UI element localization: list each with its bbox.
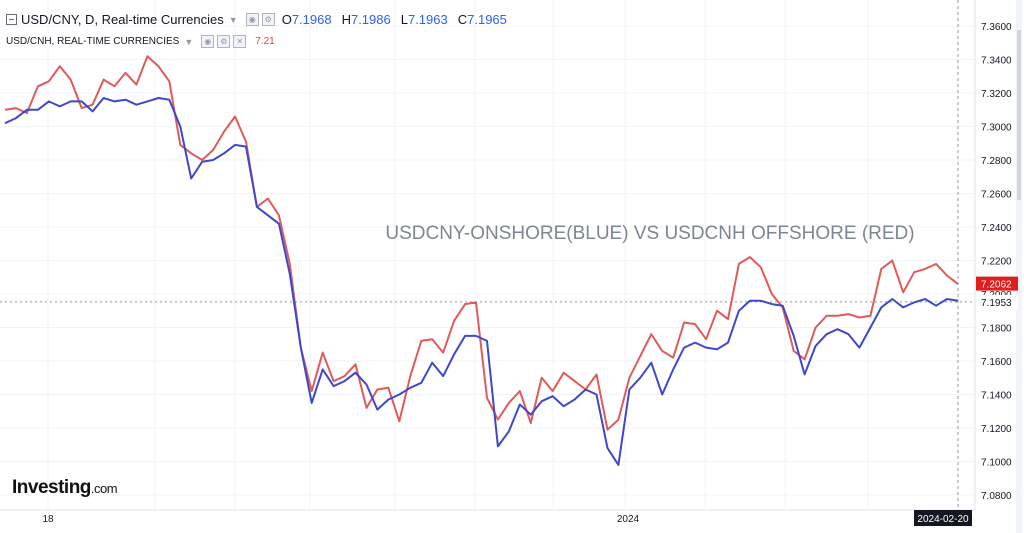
- brand-name: Investing: [12, 477, 91, 498]
- compare-symbol-title[interactable]: USD/CNH, REAL-TIME CURRENCIES: [6, 36, 180, 47]
- visibility-icon[interactable]: ◉: [245, 13, 259, 26]
- symbol-title[interactable]: USD/CNY, D, Real-time Currencies: [21, 12, 224, 27]
- close-value: 7.1965: [467, 12, 507, 27]
- price-tag-box: [976, 294, 1018, 309]
- price-tick-label: 7.0800: [981, 491, 1012, 502]
- high-label: H: [341, 12, 351, 27]
- price-tick-label: 7.1600: [981, 357, 1012, 368]
- price-tag-box: [976, 276, 1018, 291]
- visibility-icon[interactable]: ◉: [201, 35, 215, 48]
- legend-main: USD/CNY, D, Real-time Currencies ▼ ◉ ⚙ O…: [6, 12, 513, 27]
- legend-compare: USD/CNH, REAL-TIME CURRENCIES ▼ ◉ ⚙ ✕ 7.…: [6, 35, 275, 48]
- price-tag-label: 7.1953: [981, 298, 1012, 309]
- price-tick-label: 7.3000: [981, 123, 1012, 134]
- time-tick-label: 18: [42, 514, 54, 525]
- price-tick-label: 7.1400: [981, 391, 1012, 402]
- open-label: O: [281, 12, 292, 27]
- chart-grid: [0, 0, 975, 510]
- price-tick-label: 7.1800: [981, 324, 1012, 335]
- price-tick-label: 7.2800: [981, 156, 1012, 167]
- time-tick-label: 2024: [617, 514, 640, 525]
- time-axis: [0, 510, 975, 533]
- chevron-down-icon[interactable]: ▼: [184, 36, 194, 47]
- price-tick-label: 7.2200: [981, 257, 1012, 268]
- low-value: 7.1963: [407, 12, 448, 27]
- low-label: L: [400, 12, 408, 27]
- price-tick-label: 7.2600: [981, 190, 1012, 201]
- price-tick-label: 7.1000: [981, 458, 1012, 469]
- price-tick-label: 7.2400: [981, 223, 1012, 234]
- brand-suffix: .com: [90, 481, 118, 496]
- settings-icon[interactable]: ⚙: [261, 13, 275, 26]
- chevron-down-icon[interactable]: ▼: [228, 14, 238, 25]
- time-scale-labels: 18 2024 2024-02-20: [42, 510, 972, 526]
- crosshair-date-box: [914, 510, 972, 526]
- chart-title: USDCNY-ONSHORE(BLUE) VS USDCNH OFFSHORE …: [385, 223, 914, 244]
- settings-icon[interactable]: ⚙: [217, 35, 231, 48]
- close-icon[interactable]: ✕: [233, 35, 247, 48]
- price-tick-label: 7.3600: [981, 22, 1012, 33]
- close-label: C: [457, 12, 468, 27]
- price-tick-label: 7.1200: [981, 424, 1012, 435]
- price-scale-labels: 7.3600 7.3400 7.3200 7.3000 7.2800 7.2600 7.24…: [981, 22, 1012, 502]
- price-tag-label: 7.2062: [981, 280, 1012, 291]
- crosshair-date-label: 2024-02-20: [917, 514, 969, 525]
- price-tags: 7.2062 7.1953: [976, 276, 1018, 309]
- blue-series-line: [4, 97, 959, 466]
- price-tick-label: 7.3200: [981, 89, 1012, 100]
- open-value: 7.1968: [291, 12, 332, 27]
- collapse-legend-icon[interactable]: [6, 14, 17, 25]
- compare-value: 7.21: [255, 36, 275, 47]
- price-axis: [975, 0, 1024, 533]
- price-tick-label: 7.3400: [981, 56, 1012, 67]
- series-lines: [4, 55, 959, 466]
- high-value: 7.1986: [350, 12, 391, 27]
- investing-logo: Investing.com: [12, 477, 118, 499]
